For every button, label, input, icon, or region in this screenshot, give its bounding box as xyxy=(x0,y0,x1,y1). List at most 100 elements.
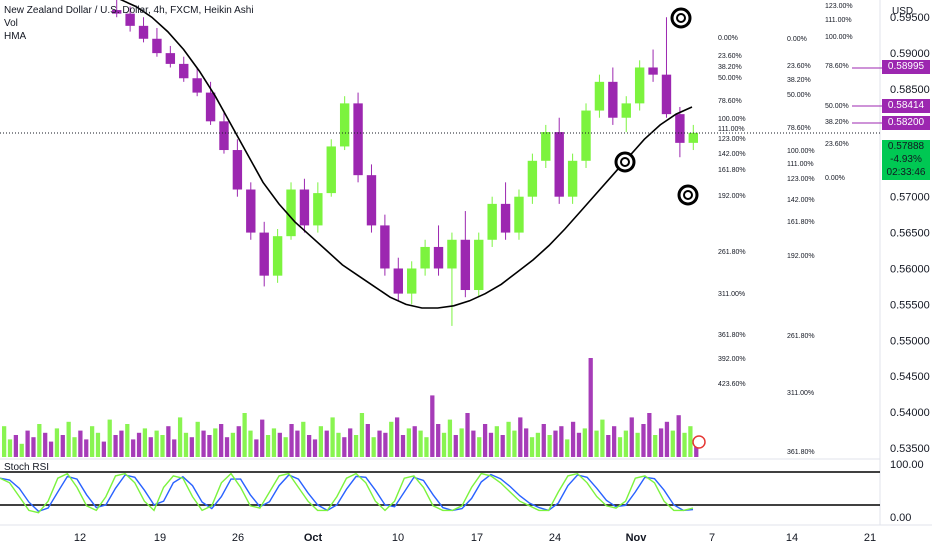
volume-bar xyxy=(160,435,165,457)
volume-bar xyxy=(201,430,206,457)
volume-bar xyxy=(336,432,341,457)
fib-mid-3: 50.00% xyxy=(787,92,811,99)
time-tick-7: Nov xyxy=(626,532,648,544)
volume-bar xyxy=(682,432,687,457)
fib-mid-11: 261.80% xyxy=(787,333,815,340)
fib-mid-12: 311.00% xyxy=(787,390,814,397)
candle-body xyxy=(112,10,122,14)
volume-bar xyxy=(459,428,464,457)
volume-bar xyxy=(177,417,183,457)
volume-bar xyxy=(394,417,400,457)
candle-body xyxy=(567,160,578,197)
volume-bar xyxy=(500,435,505,457)
volume-bar xyxy=(154,430,159,457)
fib-left-7: 123.00% xyxy=(718,136,746,143)
time-tick-3: Oct xyxy=(304,532,323,544)
volume-bar xyxy=(594,430,599,457)
volume-bar xyxy=(453,435,458,457)
fib-mid-0: 0.00% xyxy=(787,36,807,43)
candle-body xyxy=(380,225,390,269)
volume-bar xyxy=(371,437,376,457)
fib-left-11: 261.80% xyxy=(718,249,746,256)
price-tick-2: 0.58500 xyxy=(890,84,930,96)
volume-bar xyxy=(172,439,177,457)
candle-body xyxy=(447,239,457,269)
volume-bar xyxy=(641,424,646,457)
volume-bar xyxy=(535,432,541,457)
fib-mid-5: 100.00% xyxy=(787,148,815,155)
price-tick-11: 0.54000 xyxy=(890,407,930,419)
volume-bar xyxy=(588,358,593,457)
volume-bar xyxy=(242,413,247,457)
volume-bar xyxy=(54,428,60,457)
candle-body xyxy=(648,67,658,75)
volume-bar xyxy=(324,430,329,457)
candle-body xyxy=(460,239,471,291)
volume-bar xyxy=(688,426,693,457)
volume-bar xyxy=(7,439,13,457)
fib-mid-7: 123.00% xyxy=(787,176,815,183)
time-tick-10: 21 xyxy=(864,532,876,544)
fib-right-0: 123.00% xyxy=(825,3,853,10)
time-tick-2: 26 xyxy=(232,532,244,544)
volume-bar xyxy=(559,426,564,457)
fib-mid-6: 111.00% xyxy=(787,161,814,168)
volume-bar xyxy=(471,430,476,457)
time-tick-8: 7 xyxy=(709,532,715,544)
volume-bar xyxy=(213,428,218,457)
volume-bar xyxy=(48,441,54,457)
volume-bar xyxy=(183,432,189,457)
time-tick-4: 10 xyxy=(392,532,404,544)
volume-bar xyxy=(84,439,89,457)
candle-body xyxy=(339,103,350,147)
volume-bar xyxy=(629,417,634,457)
candle-body xyxy=(407,268,417,294)
candle-body xyxy=(219,121,229,151)
volume-bar xyxy=(348,428,353,457)
fib-left-1: 23.60% xyxy=(718,53,742,60)
fib-mid-10: 192.00% xyxy=(787,253,815,260)
candle-body xyxy=(474,239,484,291)
volume-bar xyxy=(89,426,95,457)
volume-bar xyxy=(260,419,265,457)
time-tick-9: 14 xyxy=(786,532,798,544)
candle-body xyxy=(594,81,605,111)
candle-body xyxy=(232,150,243,190)
volume-bar xyxy=(606,435,611,457)
volume-bar xyxy=(400,435,406,457)
fib-right-1: 111.00% xyxy=(825,17,852,24)
fib-right-5: 38.20% xyxy=(825,119,849,126)
volume-bar xyxy=(623,430,629,457)
volume-bar xyxy=(236,426,241,457)
legend-vol[interactable]: Vol xyxy=(4,18,18,29)
volume-bar xyxy=(13,435,18,457)
volume-bar xyxy=(529,437,535,457)
legend-hma[interactable]: HMA xyxy=(4,31,27,42)
volume-bar xyxy=(377,430,382,457)
candle-body xyxy=(205,92,216,122)
price-tag-1: 0.58414 xyxy=(882,99,930,113)
volume-bar xyxy=(166,426,171,457)
price-tag-0: 0.58995 xyxy=(882,60,930,74)
volume-bar xyxy=(248,430,253,457)
volume-bar xyxy=(31,437,36,457)
stoch-rsi-label[interactable]: Stoch RSI xyxy=(4,462,50,473)
price-tick-0: 0.59500 xyxy=(890,12,930,24)
volume-bar xyxy=(494,426,499,457)
volume-bar xyxy=(658,428,664,457)
volume-bar xyxy=(330,417,335,457)
volume-bar xyxy=(254,439,259,457)
fib-mid-2: 38.20% xyxy=(787,77,811,84)
volume-bar xyxy=(565,439,570,457)
fib-left-14: 392.00% xyxy=(718,356,746,363)
volume-bar xyxy=(482,424,488,457)
fib-left-8: 142.00% xyxy=(718,151,746,158)
fib-mid-13: 361.80% xyxy=(787,449,815,456)
candle-body xyxy=(138,25,149,39)
volume-bar xyxy=(318,426,324,457)
volume-bar xyxy=(119,430,124,457)
volume-bar xyxy=(676,415,681,457)
volume-bar xyxy=(277,432,282,457)
volume-bar xyxy=(353,435,359,457)
